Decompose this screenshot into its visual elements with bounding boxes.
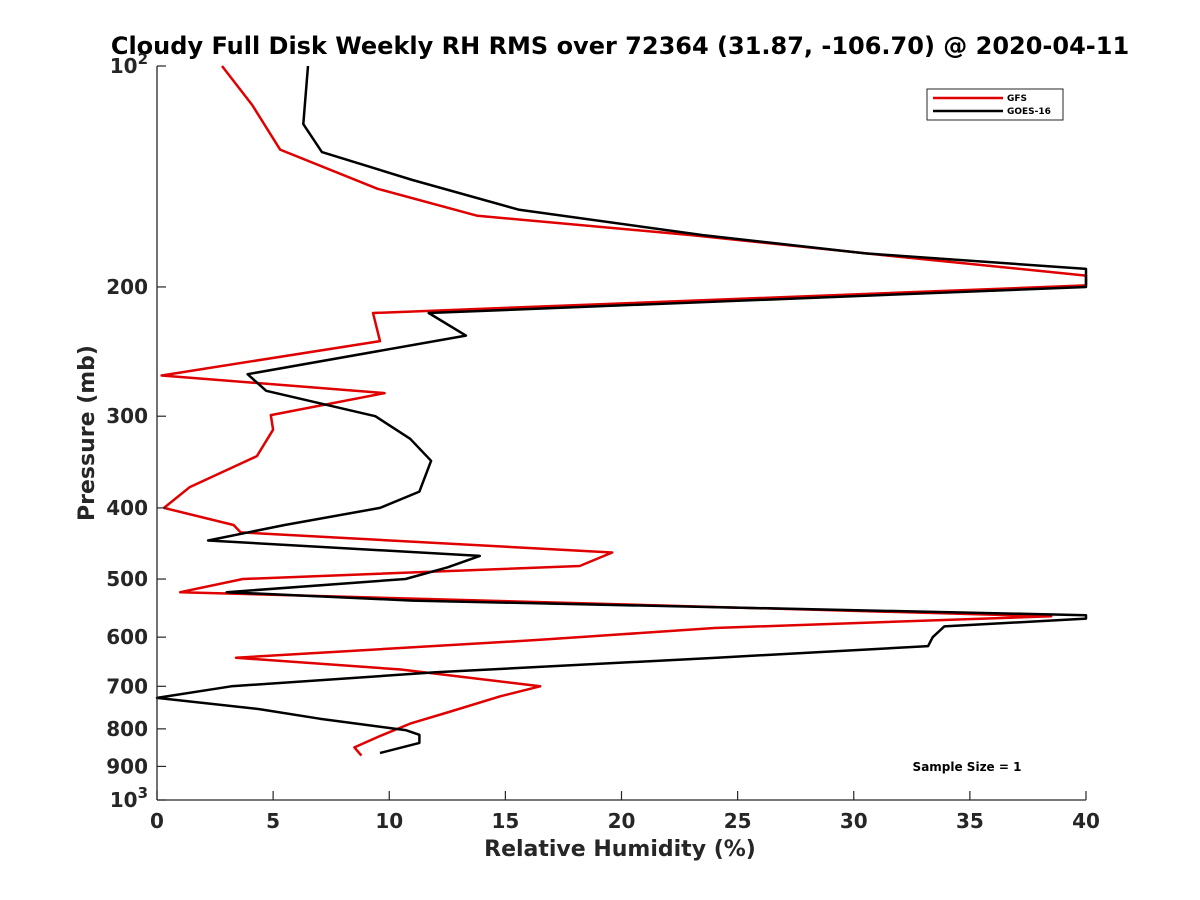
y-tick-label: 800 (106, 717, 148, 741)
y-tick-label: 900 (106, 754, 148, 778)
x-tick-label: 40 (1072, 809, 1100, 833)
y-tick-label: 102 (110, 50, 148, 78)
y-ticks: 102 200 300 400 500 600 700 800 900 103 (106, 50, 166, 812)
sample-size-annotation: Sample Size = 1 (913, 760, 1022, 774)
series-layer (155, 65, 1088, 757)
x-tick-label: 20 (608, 809, 636, 833)
y-tick-label: 103 (110, 784, 148, 812)
chart-title: Cloudy Full Disk Weekly RH RMS over 7236… (111, 32, 1129, 60)
x-axis-label: Relative Humidity (%) (484, 837, 756, 862)
y-tick-label: 500 (106, 567, 148, 591)
y-tick-label: 200 (106, 275, 148, 299)
y-tick-label: 400 (106, 496, 148, 520)
x-ticks: 0 5 10 15 20 25 30 35 40 (150, 791, 1100, 833)
legend-label-goes16: GOES-16 (1007, 107, 1051, 117)
legend-box (926, 88, 1064, 121)
y-tick-label: 300 (106, 404, 148, 428)
x-tick-label: 35 (956, 809, 984, 833)
y-axis-label: Pressure (mb) (75, 345, 100, 521)
x-tick-label: 25 (724, 809, 752, 833)
y-tick-label: 600 (106, 625, 148, 649)
legend-label-gfs: GFS (1007, 94, 1027, 104)
plot-area (157, 66, 1086, 800)
x-tick-label: 5 (266, 809, 280, 833)
x-tick-label: 15 (491, 809, 519, 833)
x-tick-label: 30 (840, 809, 868, 833)
x-tick-label: 10 (375, 809, 403, 833)
series-line-goes16 (155, 65, 1088, 755)
x-tick-label: 0 (150, 809, 164, 833)
y-tick-label: 700 (106, 674, 148, 698)
legend: GFS GOES-16 (926, 88, 1064, 121)
